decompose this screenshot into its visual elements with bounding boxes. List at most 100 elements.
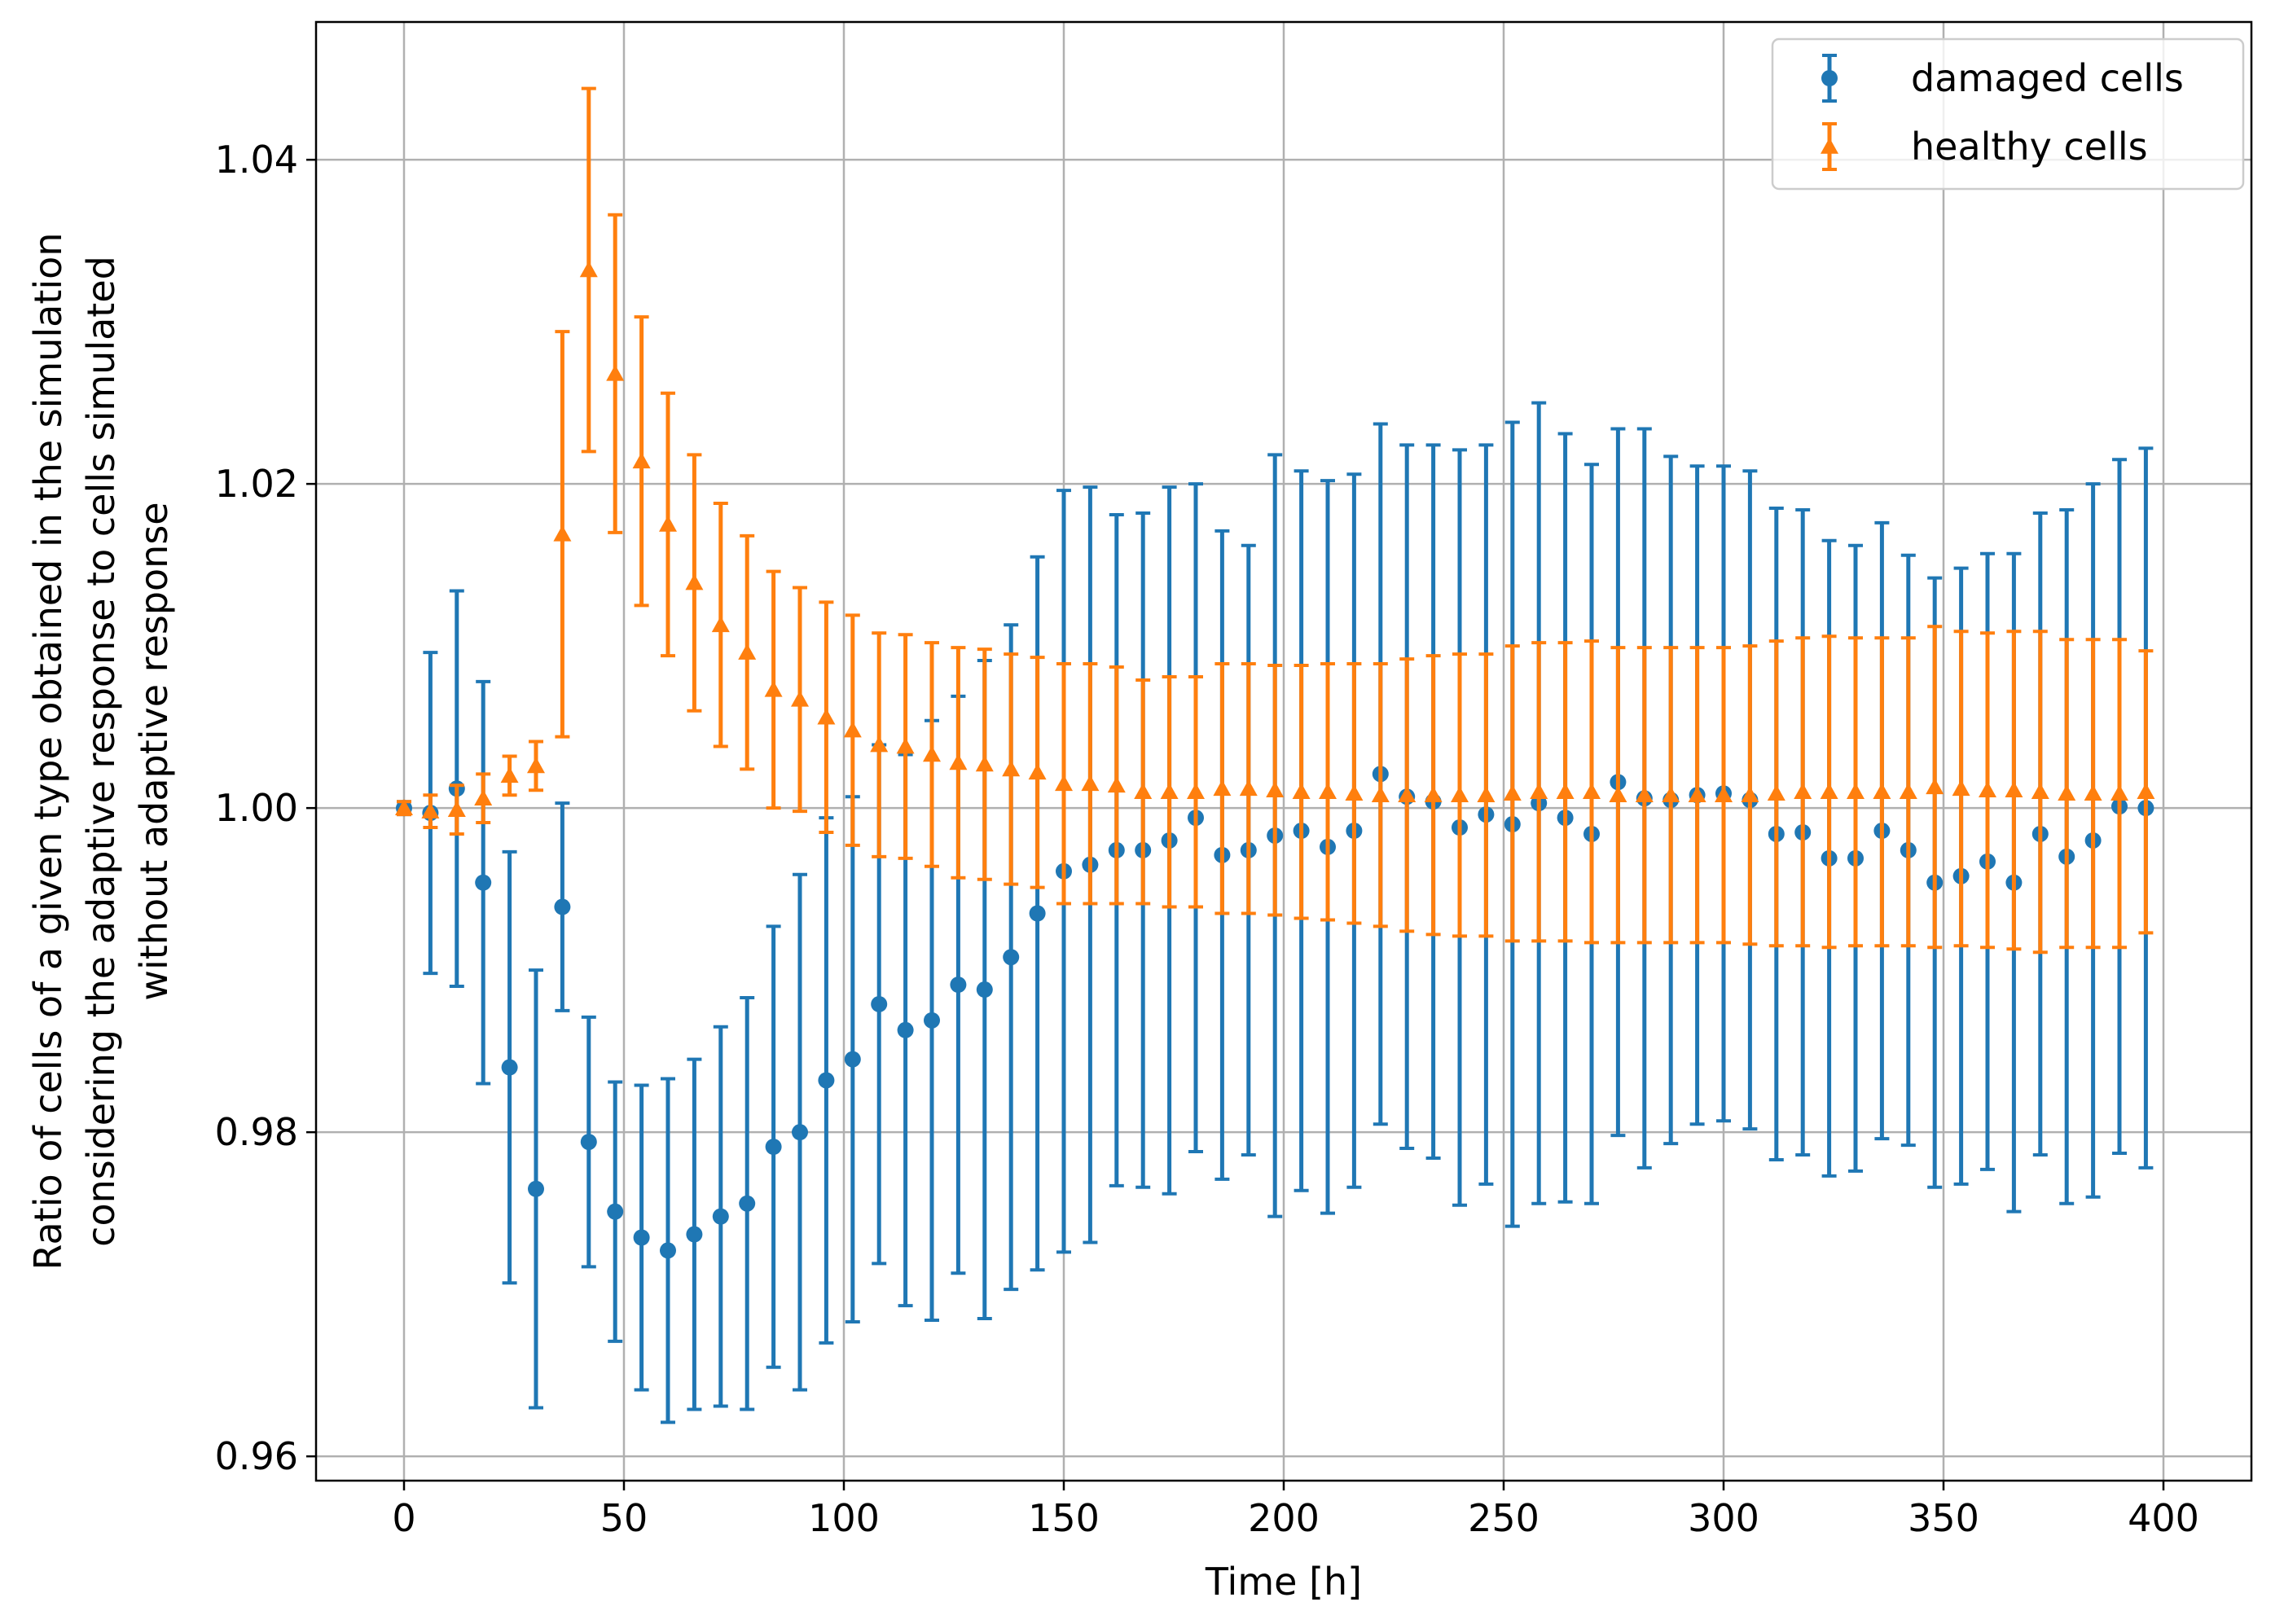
x-tick-label: 150 [1028,1496,1100,1540]
data-point [1345,784,1364,801]
data-point [949,753,968,770]
data-point [1003,949,1020,966]
data-point [924,1012,940,1029]
data-point [738,643,757,660]
data-point [395,799,413,815]
x-tick-label: 400 [2128,1496,2199,1540]
x-axis-label: Time [h] [1205,1560,1362,1604]
data-point [501,1059,518,1076]
data-point [765,1139,782,1156]
data-point [1794,783,1812,800]
data-point [1371,786,1390,803]
data-point [1583,783,1601,800]
data-point [1635,786,1654,803]
data-point [685,573,704,590]
data-point [527,757,545,774]
y-tick-label: 0.96 [215,1434,298,1478]
data-point [528,1180,544,1197]
data-point [447,801,466,817]
data-point [896,737,915,754]
data-point [1081,775,1100,792]
data-point [1741,786,1759,803]
data-point [792,1124,808,1141]
data-point [950,977,967,994]
y-axis-label-line: Ratio of cells of a given type obtained … [26,233,70,1271]
data-point [475,874,492,891]
data-point [2031,783,2049,800]
ticks: 0 50 100 150 200 250 300 350 400 0.96 0.98 1.00 1.02… [215,138,2199,1540]
x-tick-label: 350 [1908,1496,1979,1540]
data-point [1107,776,1126,793]
data-point [791,690,809,707]
data-point [711,616,730,633]
x-tick-label: 200 [1248,1496,1320,1540]
data-point [1715,786,1733,803]
data-point [976,981,993,999]
legend-box [1771,37,2245,191]
data-point [2111,784,2128,801]
data-point [1187,783,1205,800]
data-point [843,721,862,738]
data-point [975,755,994,772]
data-point [1160,783,1179,800]
data-point [474,789,493,806]
data-point [2137,783,2155,800]
data-point [2005,781,2023,798]
data-point [632,452,651,469]
data-point [686,1226,703,1243]
data-point [1055,775,1073,792]
data-point [607,1203,624,1220]
data-point [1451,786,1469,803]
data-point [1767,784,1785,801]
data-point [659,515,677,532]
data-point [764,680,783,697]
data-point [421,802,440,819]
data-point [712,1208,729,1225]
data-point [1609,786,1627,803]
y-tick-label: 1.04 [215,138,298,182]
x-tick-label: 100 [808,1496,880,1540]
data-point [818,1072,835,1089]
data-point [1319,783,1337,800]
data-point [1899,783,1917,800]
y-tick-label: 1.02 [215,462,298,506]
data-point [1847,783,1865,800]
legend-label: healthy cells [1911,125,2148,169]
data-point [870,735,889,753]
data-point [1266,781,1285,798]
data-point [1398,786,1417,803]
data-point [1979,781,1996,798]
data-point [580,1134,597,1151]
series-healthy-cells [395,86,2155,955]
data-point [1530,783,1548,800]
legend-item-damaged-cells: damaged cells [1821,54,2184,103]
y-axis-label-line: considering the adaptive response to cel… [79,256,123,1247]
data-point [871,995,888,1012]
data-point [1556,783,1575,800]
legend-label: damaged cells [1911,56,2184,100]
grid [316,22,2251,1481]
y-axis-label: Ratio of cells of a given type obtained … [26,233,176,1271]
x-tick-label: 0 [392,1496,415,1540]
legend-swatch-marker [1821,70,1838,86]
data-point [1292,783,1311,800]
data-point [579,261,598,278]
y-tick-label: 1.00 [215,786,298,830]
y-tick-label: 0.98 [215,1110,298,1154]
data-point [1134,783,1153,800]
data-point [1688,786,1706,803]
data-point [553,525,572,542]
data-point [633,1229,650,1246]
x-tick-label: 50 [600,1496,648,1540]
series-layer [395,86,2155,1424]
data-point [2084,784,2102,801]
data-point [739,1195,756,1212]
data-point [1028,763,1047,780]
data-point [1029,905,1046,922]
legend-item-healthy-cells: healthy cells [1821,122,2148,171]
data-point [817,708,836,725]
data-point [1503,784,1522,801]
data-point [1952,779,1970,797]
x-tick-label: 300 [1688,1496,1759,1540]
